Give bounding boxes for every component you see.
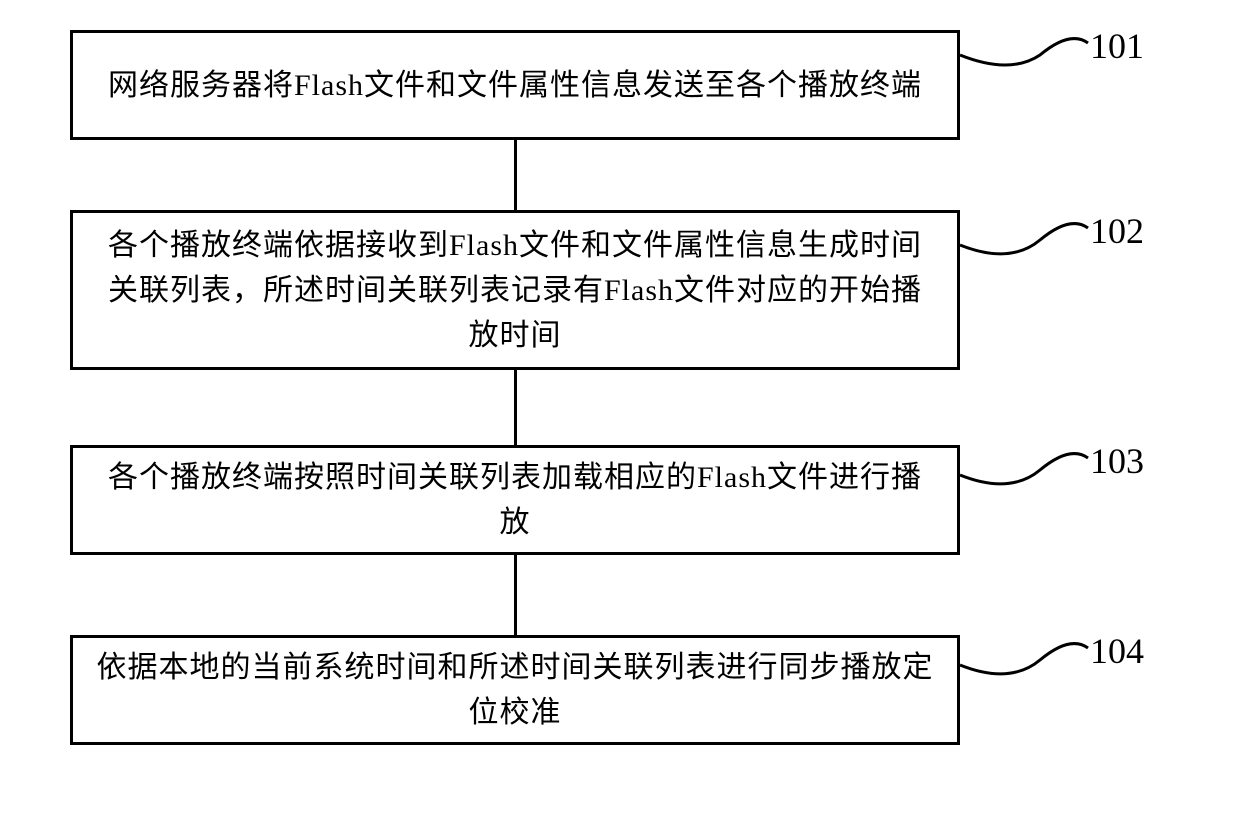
callout-curve-104: [960, 630, 1090, 690]
step-label-102: 102: [1090, 210, 1144, 252]
step-box-101: 网络服务器将Flash文件和文件属性信息发送至各个播放终端: [70, 30, 960, 140]
connector-101-102: [514, 140, 517, 210]
callout-curve-101: [960, 25, 1090, 85]
callout-curve-102: [960, 210, 1090, 270]
step-box-103: 各个播放终端按照时间关联列表加载相应的Flash文件进行播放: [70, 445, 960, 555]
step-label-103: 103: [1090, 440, 1144, 482]
step-box-102: 各个播放终端依据接收到Flash文件和文件属性信息生成时间关联列表，所述时间关联…: [70, 210, 960, 370]
step-text-104: 依据本地的当前系统时间和所述时间关联列表进行同步播放定位校准: [93, 645, 937, 735]
step-text-103: 各个播放终端按照时间关联列表加载相应的Flash文件进行播放: [93, 455, 937, 545]
step-text-102: 各个播放终端依据接收到Flash文件和文件属性信息生成时间关联列表，所述时间关联…: [93, 223, 937, 358]
step-label-104: 104: [1090, 630, 1144, 672]
connector-102-103: [514, 370, 517, 445]
step-label-101: 101: [1090, 25, 1144, 67]
callout-curve-103: [960, 440, 1090, 500]
connector-103-104: [514, 555, 517, 635]
flowchart-canvas: 网络服务器将Flash文件和文件属性信息发送至各个播放终端 101 各个播放终端…: [0, 0, 1240, 816]
step-box-104: 依据本地的当前系统时间和所述时间关联列表进行同步播放定位校准: [70, 635, 960, 745]
step-text-101: 网络服务器将Flash文件和文件属性信息发送至各个播放终端: [108, 63, 922, 108]
